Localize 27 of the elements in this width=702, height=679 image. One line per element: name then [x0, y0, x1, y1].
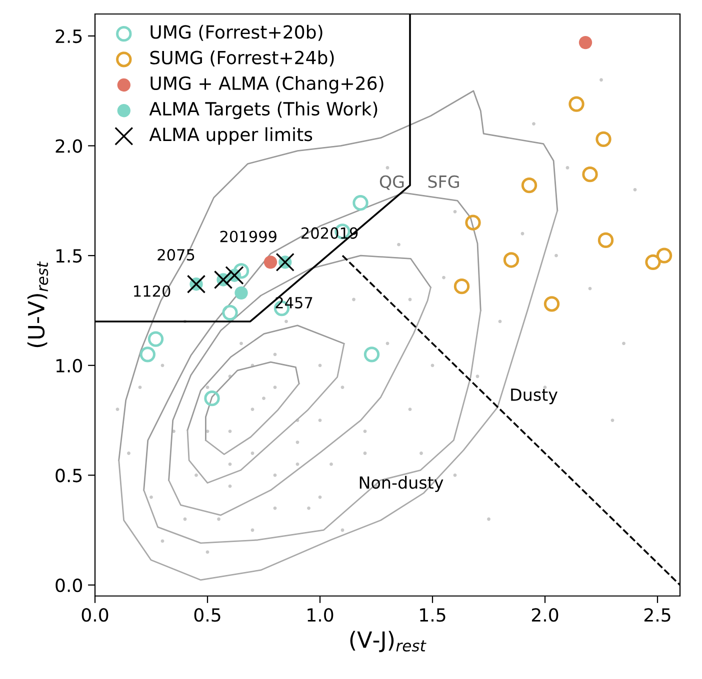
- y-tick-label: 2.0: [56, 139, 82, 153]
- legend-label: ALMA upper limits: [149, 127, 312, 145]
- y-tick-label: 0.5: [56, 468, 82, 482]
- legend-label: UMG (Forrest+20b): [150, 24, 322, 41]
- x-tick-label: 2.0: [532, 608, 558, 622]
- y-tick-label: 2.5: [56, 29, 82, 44]
- y-tick-label: 1.5: [56, 249, 82, 263]
- x-tick-label: 1.0: [308, 608, 334, 622]
- x-tick-label: 1.5: [420, 608, 446, 622]
- legend-label: ALMA Targets (This Work): [149, 102, 378, 120]
- annotation: 1120: [134, 285, 170, 297]
- x-tick-label: 0.5: [194, 608, 220, 622]
- annotation: 2457: [276, 296, 312, 308]
- annotation: 2075: [158, 249, 194, 261]
- annotation: SFG: [428, 175, 459, 188]
- annotation: QG: [380, 175, 404, 190]
- legend-label: UMG + ALMA (Chang+26): [150, 76, 384, 94]
- legend-label: SUMG (Forrest+24b): [150, 50, 334, 67]
- x-tick-label: 2.5: [644, 608, 670, 622]
- annotation: Dusty: [511, 388, 558, 404]
- y-tick-label: 1.0: [56, 358, 82, 373]
- y-tick-label: 0.0: [56, 578, 82, 592]
- y-axis-title: (U-V)$_{rest}$: [27, 261, 48, 348]
- x-tick-label: 0.0: [82, 608, 108, 622]
- x-axis-title: (V-J)$_{rest}$: [350, 630, 426, 652]
- annotation: Non-dusty: [360, 476, 444, 492]
- annotation: 201999: [220, 230, 276, 242]
